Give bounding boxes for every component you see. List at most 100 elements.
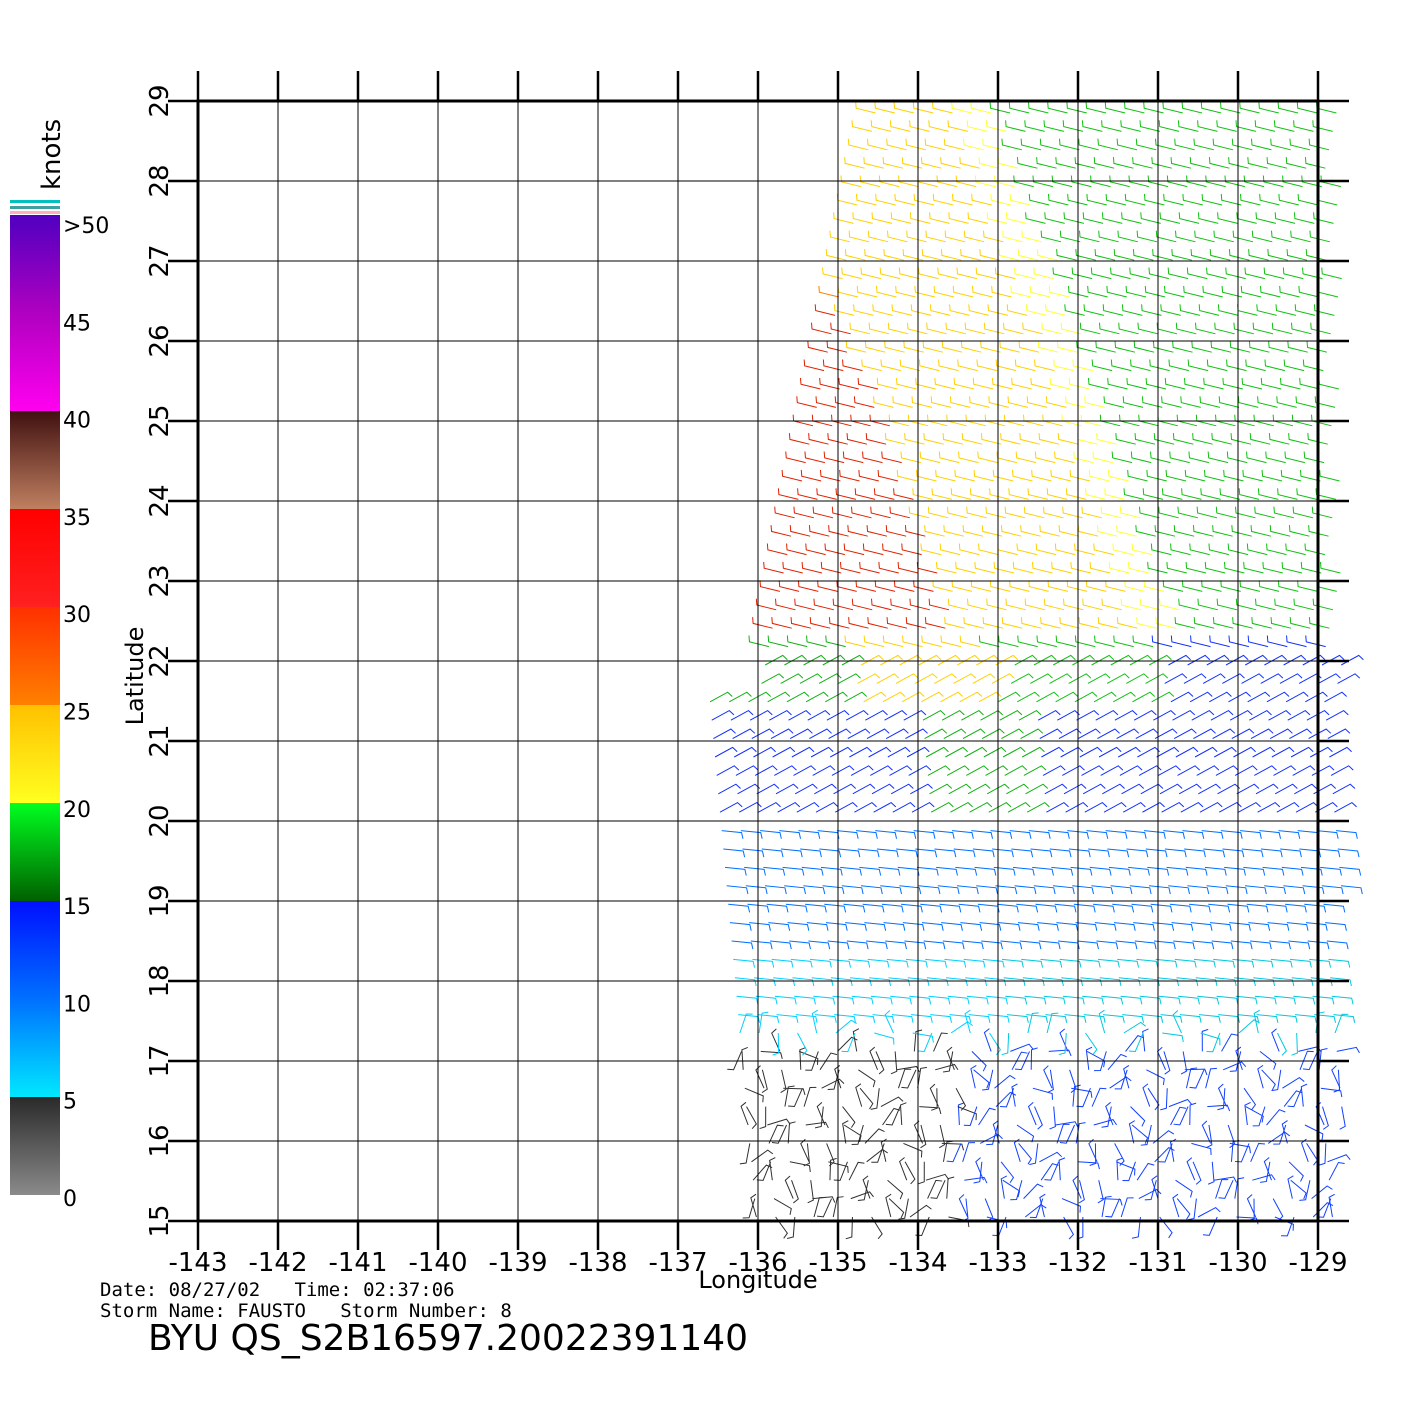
wind-barb (955, 866, 978, 876)
wind-barb (880, 1138, 887, 1162)
wind-barb (1045, 396, 1067, 408)
wind-barb (1032, 175, 1053, 188)
wind-barb (1021, 958, 1044, 968)
wind-barb (1163, 1051, 1171, 1075)
wind-barb (1218, 1179, 1234, 1199)
wind-barb (1015, 451, 1037, 464)
wind-barb (1189, 903, 1211, 913)
wind-barb (1036, 635, 1057, 648)
wind-barb (904, 940, 927, 950)
wind-barb (1130, 359, 1151, 372)
wind-barb (1254, 506, 1275, 519)
wind-barb (1127, 561, 1149, 574)
wind-barb (1129, 654, 1153, 666)
wind-barb (1072, 654, 1095, 666)
wind-barb (1078, 138, 1099, 151)
wind-barb (1034, 359, 1055, 372)
wind-barb (813, 598, 834, 611)
wind-barb (792, 414, 814, 427)
wind-barb (1046, 488, 1068, 500)
wind-barb (885, 940, 907, 950)
wind-barb (876, 673, 900, 684)
wind-barb (1260, 673, 1284, 684)
wind-barb (826, 1143, 835, 1167)
wind-barb (1308, 138, 1330, 151)
wind-barb (1220, 830, 1243, 839)
wind-barb (1284, 451, 1305, 464)
wind-barb (1039, 138, 1061, 151)
wind-barb (805, 1051, 819, 1071)
wind-barb (1132, 1216, 1141, 1239)
wind-barb (1131, 903, 1154, 913)
wind-barb (940, 691, 963, 703)
y-tick-label: 27 (145, 244, 175, 277)
wind-barb (951, 580, 973, 592)
wind-barb (1176, 977, 1199, 987)
wind-barb (1223, 469, 1244, 482)
wind-barb (1163, 830, 1186, 839)
wind-barb (1067, 285, 1089, 298)
wind-barb (1232, 617, 1253, 629)
wind-barb (913, 580, 934, 592)
wind-barb (1084, 802, 1108, 813)
wind-barb (1304, 543, 1325, 556)
wind-barb (1288, 525, 1310, 537)
wind-barb (1123, 1021, 1146, 1034)
wind-barb (1003, 977, 1026, 987)
wind-barb (817, 830, 840, 839)
wind-barb (893, 580, 915, 592)
colorbar-label: 25 (63, 701, 91, 726)
wind-barb (1032, 1087, 1053, 1100)
wind-barb (1213, 958, 1236, 968)
wind-barb (1311, 765, 1335, 776)
wind-barb (811, 1009, 819, 1034)
wind-barb (1297, 830, 1320, 839)
wind-barb (832, 1196, 844, 1218)
wind-barb (1271, 1069, 1282, 1092)
wind-barb (1144, 830, 1166, 839)
wind-barb (986, 995, 1008, 1005)
wind-barb (1082, 212, 1104, 224)
wind-barb (1235, 995, 1258, 1005)
wind-barb (991, 673, 1015, 684)
wind-barb (903, 710, 927, 721)
wind-barb (1043, 598, 1065, 611)
wind-barb (834, 1014, 857, 1023)
wind-barb (1029, 285, 1051, 298)
wind-barb (981, 525, 1003, 537)
wind-barb (789, 728, 813, 740)
wind-barb (1001, 728, 1024, 740)
wind-barb (1082, 995, 1104, 1005)
wind-barb (750, 1193, 757, 1218)
wind-barb (854, 802, 877, 813)
wind-barb (1266, 691, 1290, 703)
wind-barb (1173, 728, 1197, 740)
wind-barb (875, 1051, 885, 1075)
wind-barb (882, 691, 906, 703)
wind-barb (845, 710, 869, 721)
wind-barb (1093, 543, 1114, 556)
wind-barb (1115, 940, 1138, 950)
wind-barb (1238, 488, 1260, 500)
wind-barb (1252, 746, 1276, 758)
wind-barb (1206, 1032, 1221, 1053)
wind-barb (1183, 673, 1207, 684)
wind-barb (1065, 396, 1086, 408)
wind-barb (1076, 341, 1097, 353)
wind-barb (925, 1173, 950, 1181)
wind-barb (870, 765, 893, 776)
wind-barb (1296, 488, 1317, 500)
wind-barb (905, 617, 927, 629)
wind-barb (1201, 580, 1222, 592)
wind-barb (1082, 783, 1106, 795)
wind-barb (1215, 506, 1237, 519)
wind-barb (1043, 506, 1064, 519)
wind-barb (740, 1101, 749, 1126)
wind-barb (1122, 802, 1146, 813)
wind-barb (1251, 230, 1273, 243)
wind-barb (1273, 120, 1295, 132)
wind-barb (882, 1107, 901, 1126)
wind-barb (1152, 341, 1174, 353)
wind-barb (847, 525, 868, 537)
wind-barb (1111, 451, 1133, 464)
